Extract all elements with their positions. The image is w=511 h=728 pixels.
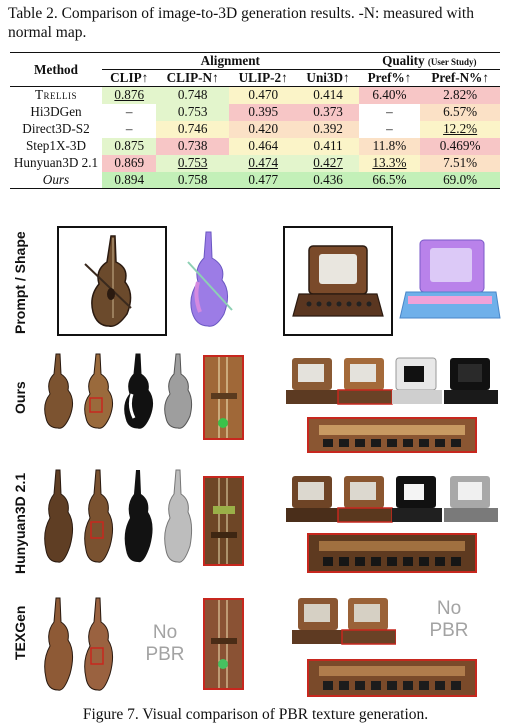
row-label-texgen: TEXGen	[12, 605, 28, 660]
table-row: Trellis 0.876 0.748 0.470 0.414 6.40% 2.…	[10, 86, 500, 104]
table-cell: 0.753	[156, 103, 229, 121]
table-cell: 12.2%	[420, 120, 500, 138]
violin-prompt-image	[84, 235, 132, 327]
hunyuan-violin-zoom	[205, 478, 242, 564]
method-cell: Ours	[42, 171, 70, 187]
table-cell: 0.758	[156, 171, 229, 189]
ours-typewriter-zoom-box	[307, 417, 477, 453]
texgen-typewriter-zoom-box	[307, 659, 477, 697]
table-cell: 0.869	[102, 154, 157, 172]
table-row: Direct3D-S2 – 0.746 0.420 0.392 – 12.2%	[10, 120, 500, 138]
ours-violin-views	[44, 353, 193, 429]
typewriter-prompt-frame	[283, 226, 393, 336]
violin-prompt-frame	[57, 226, 167, 336]
table-cell: 0.753	[156, 154, 229, 172]
table-cell: 0.464	[228, 137, 298, 155]
texgen-typewriter-views	[292, 598, 396, 645]
table-cell: 0.414	[297, 86, 359, 104]
table-cell: 0.894	[102, 171, 157, 189]
typewriter-prompt-image	[292, 245, 384, 317]
ours-violin-zoom-box	[203, 355, 244, 440]
table-row: Step1X-3D 0.875 0.738 0.464 0.411 11.8% …	[10, 137, 500, 155]
table-cell: 0.875	[102, 137, 157, 155]
row-label-hunyuan: Hunyuan3D 2.1	[12, 472, 28, 574]
table-cell: 7.51%	[420, 154, 500, 172]
table-cell: 6.40%	[358, 86, 421, 104]
method-header: Method	[34, 61, 78, 77]
table-cell: 11.8%	[358, 137, 421, 155]
table-cell: 0.395	[228, 103, 298, 121]
method-cell: Trellis	[34, 87, 78, 103]
table-cell: 0.436	[297, 171, 359, 189]
table-cell: 0.469%	[420, 137, 500, 155]
typewriter-shape-normal-map	[399, 239, 501, 319]
table-cell: 0.373	[297, 103, 359, 121]
table-cell: 0.477	[228, 171, 298, 189]
table-cell: 0.411	[297, 137, 359, 155]
texgen-violin-zoom-box	[203, 598, 244, 690]
col-uni3d: Uni3D↑	[306, 70, 350, 85]
table-cell: –	[125, 121, 133, 136]
table-cell: 0.876	[102, 86, 157, 104]
table-cell: 2.82%	[420, 86, 500, 104]
hunyuan-violin-zoom-box	[203, 476, 244, 566]
table-cell: 0.746	[156, 120, 229, 138]
table-cell: 0.392	[297, 120, 359, 138]
col-pref-n: Pref-N%↑	[431, 70, 489, 85]
ours-violin-zoom	[205, 357, 242, 438]
texgen-violin-zoom	[205, 600, 242, 688]
table-row: Hi3DGen – 0.753 0.395 0.373 – 6.57%	[10, 103, 500, 121]
alignment-group-header: Alignment	[102, 52, 359, 70]
hunyuan-typewriter-zoom	[309, 535, 475, 571]
table-cell: 0.748	[156, 86, 229, 104]
row-label-ours: Ours	[12, 381, 28, 414]
texgen-violin-views	[44, 597, 114, 691]
table-cell: 0.474	[228, 154, 298, 172]
hunyuan-typewriter-views	[286, 476, 498, 523]
texgen-typewriter-zoom	[309, 661, 475, 695]
table-cell: –	[125, 104, 133, 119]
ours-typewriter-zoom	[309, 419, 475, 451]
table-cell: 0.470	[228, 86, 298, 104]
table-cell: 0.738	[156, 137, 229, 155]
quality-group-header: Quality (User Study)	[358, 52, 500, 70]
hunyuan-typewriter-zoom-box	[307, 533, 477, 573]
table-caption: Table 2. Comparison of image-to-3D gener…	[8, 5, 474, 41]
table-row: Ours 0.894 0.758 0.477 0.436 66.5% 69.0%	[10, 171, 500, 189]
col-clip-n: CLIP-N↑	[166, 70, 219, 85]
table-row: Hunyuan3D 2.1 0.869 0.753 0.474 0.427 13…	[10, 154, 500, 172]
col-pref: Pref%↑	[367, 70, 412, 85]
results-table: Method Alignment Quality (User Study) CL…	[10, 52, 500, 189]
hunyuan-violin-views	[44, 469, 193, 563]
method-cell: Hunyuan3D 2.1	[13, 155, 99, 170]
table-cell: –	[386, 104, 393, 119]
texgen-violin-no-pbr: No PBR	[145, 622, 185, 665]
table-cell: 0.420	[228, 120, 298, 138]
method-cell: Direct3D-S2	[22, 121, 90, 136]
table-cell: 0.427	[297, 154, 359, 172]
quality-label: Quality	[382, 53, 425, 68]
ours-typewriter-views	[286, 357, 498, 405]
method-cell: Step1X-3D	[25, 138, 87, 153]
texgen-typewriter-no-pbr: No PBR	[429, 598, 469, 641]
row-label-prompt-shape: Prompt / Shape	[12, 231, 28, 334]
table-cell: 6.57%	[420, 103, 500, 121]
violin-shape-normal-map	[187, 231, 233, 327]
col-clip: CLIP↑	[110, 70, 149, 85]
table-cell: 13.3%	[358, 154, 421, 172]
table-cell: 66.5%	[358, 171, 421, 189]
quality-note: (User Study)	[427, 57, 477, 67]
col-ulip2: ULIP-2↑	[238, 70, 288, 85]
figure-caption: Figure 7. Visual comparison of PBR textu…	[82, 706, 429, 723]
method-cell: Hi3DGen	[30, 104, 82, 119]
table-cell: 69.0%	[420, 171, 500, 189]
table-cell: –	[386, 121, 393, 136]
